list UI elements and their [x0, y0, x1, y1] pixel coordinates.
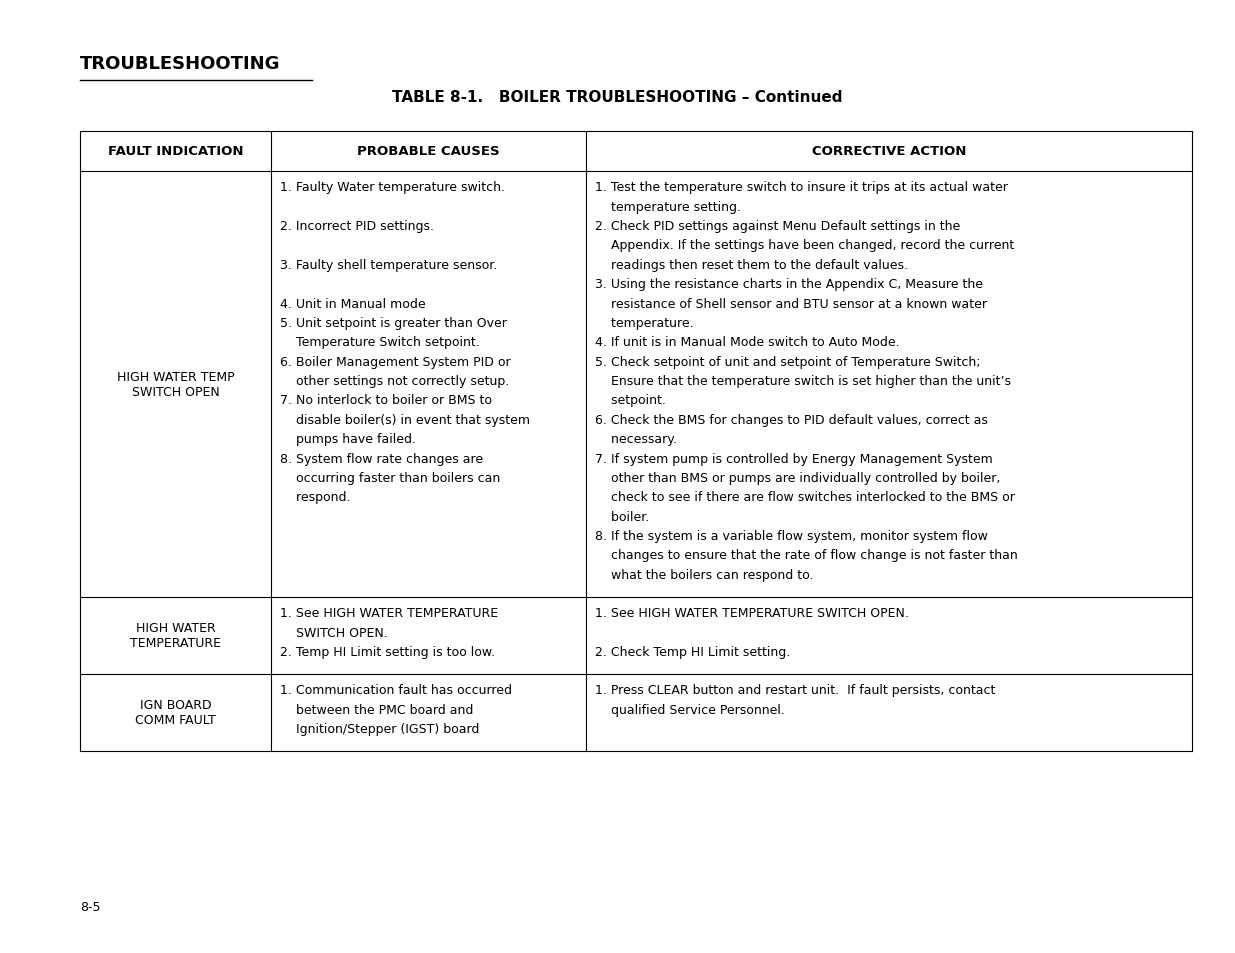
- Text: resistance of Shell sensor and BTU sensor at a known water: resistance of Shell sensor and BTU senso…: [594, 297, 987, 310]
- Text: 8. If the system is a variable flow system, monitor system flow: 8. If the system is a variable flow syst…: [594, 530, 988, 542]
- Text: check to see if there are flow switches interlocked to the BMS or: check to see if there are flow switches …: [594, 491, 1014, 504]
- Text: PROBABLE CAUSES: PROBABLE CAUSES: [357, 145, 500, 158]
- Text: temperature.: temperature.: [594, 316, 693, 330]
- Text: 1. See HIGH WATER TEMPERATURE SWITCH OPEN.: 1. See HIGH WATER TEMPERATURE SWITCH OPE…: [594, 606, 909, 619]
- Text: Temperature Switch setpoint.: Temperature Switch setpoint.: [280, 335, 480, 349]
- Text: Appendix. If the settings have been changed, record the current: Appendix. If the settings have been chan…: [594, 239, 1014, 253]
- Text: temperature setting.: temperature setting.: [594, 200, 741, 213]
- Text: 6. Check the BMS for changes to PID default values, correct as: 6. Check the BMS for changes to PID defa…: [594, 414, 988, 426]
- Text: 2. Check Temp HI Limit setting.: 2. Check Temp HI Limit setting.: [594, 645, 790, 659]
- Text: 1. Faulty Water temperature switch.: 1. Faulty Water temperature switch.: [280, 181, 505, 194]
- Text: 3. Faulty shell temperature sensor.: 3. Faulty shell temperature sensor.: [280, 258, 498, 272]
- Text: TABLE 8-1.   BOILER TROUBLESHOOTING – Continued: TABLE 8-1. BOILER TROUBLESHOOTING – Cont…: [393, 90, 842, 105]
- Text: what the boilers can respond to.: what the boilers can respond to.: [594, 568, 813, 581]
- Text: HIGH WATER
TEMPERATURE: HIGH WATER TEMPERATURE: [131, 621, 221, 650]
- Text: Ensure that the temperature switch is set higher than the unit’s: Ensure that the temperature switch is se…: [594, 375, 1010, 388]
- Text: boiler.: boiler.: [594, 510, 648, 523]
- Text: Ignition/Stepper (IGST) board: Ignition/Stepper (IGST) board: [280, 722, 479, 736]
- Text: 8. System flow rate changes are: 8. System flow rate changes are: [280, 452, 483, 465]
- Text: respond.: respond.: [280, 491, 351, 504]
- Text: 5. Unit setpoint is greater than Over: 5. Unit setpoint is greater than Over: [280, 316, 508, 330]
- Text: changes to ensure that the rate of flow change is not faster than: changes to ensure that the rate of flow …: [594, 549, 1018, 562]
- Text: 7. No interlock to boiler or BMS to: 7. No interlock to boiler or BMS to: [280, 394, 492, 407]
- Text: 2. Temp HI Limit setting is too low.: 2. Temp HI Limit setting is too low.: [280, 645, 495, 659]
- Text: 3. Using the resistance charts in the Appendix C, Measure the: 3. Using the resistance charts in the Ap…: [594, 278, 983, 291]
- Text: SWITCH OPEN.: SWITCH OPEN.: [280, 626, 388, 639]
- Text: between the PMC board and: between the PMC board and: [280, 703, 473, 716]
- Text: 8-5: 8-5: [80, 900, 101, 913]
- Text: 1. See HIGH WATER TEMPERATURE: 1. See HIGH WATER TEMPERATURE: [280, 606, 498, 619]
- Text: HIGH WATER TEMP
SWITCH OPEN: HIGH WATER TEMP SWITCH OPEN: [117, 371, 235, 398]
- Text: setpoint.: setpoint.: [594, 394, 666, 407]
- Text: 2. Check PID settings against Menu Default settings in the: 2. Check PID settings against Menu Defau…: [594, 220, 960, 233]
- Text: 2. Incorrect PID settings.: 2. Incorrect PID settings.: [280, 220, 433, 233]
- Text: IGN BOARD
COMM FAULT: IGN BOARD COMM FAULT: [136, 699, 216, 727]
- Text: CORRECTIVE ACTION: CORRECTIVE ACTION: [811, 145, 966, 158]
- Text: FAULT INDICATION: FAULT INDICATION: [109, 145, 243, 158]
- Text: 6. Boiler Management System PID or: 6. Boiler Management System PID or: [280, 355, 511, 368]
- Text: other than BMS or pumps are individually controlled by boiler,: other than BMS or pumps are individually…: [594, 472, 1000, 484]
- Text: TROUBLESHOOTING: TROUBLESHOOTING: [80, 55, 280, 73]
- Text: 1. Communication fault has occurred: 1. Communication fault has occurred: [280, 683, 513, 697]
- Text: readings then reset them to the default values.: readings then reset them to the default …: [594, 258, 908, 272]
- Text: pumps have failed.: pumps have failed.: [280, 433, 416, 446]
- Text: 4. Unit in Manual mode: 4. Unit in Manual mode: [280, 297, 426, 310]
- Text: occurring faster than boilers can: occurring faster than boilers can: [280, 472, 500, 484]
- Text: necessary.: necessary.: [594, 433, 677, 446]
- Text: 4. If unit is in Manual Mode switch to Auto Mode.: 4. If unit is in Manual Mode switch to A…: [594, 335, 899, 349]
- Text: disable boiler(s) in event that system: disable boiler(s) in event that system: [280, 414, 530, 426]
- Text: 1. Test the temperature switch to insure it trips at its actual water: 1. Test the temperature switch to insure…: [594, 181, 1008, 194]
- Text: 5. Check setpoint of unit and setpoint of Temperature Switch;: 5. Check setpoint of unit and setpoint o…: [594, 355, 981, 368]
- Text: other settings not correctly setup.: other settings not correctly setup.: [280, 375, 509, 388]
- Text: qualified Service Personnel.: qualified Service Personnel.: [594, 703, 784, 716]
- Text: 1. Press CLEAR button and restart unit.  If fault persists, contact: 1. Press CLEAR button and restart unit. …: [594, 683, 995, 697]
- Text: 7. If system pump is controlled by Energy Management System: 7. If system pump is controlled by Energ…: [594, 452, 993, 465]
